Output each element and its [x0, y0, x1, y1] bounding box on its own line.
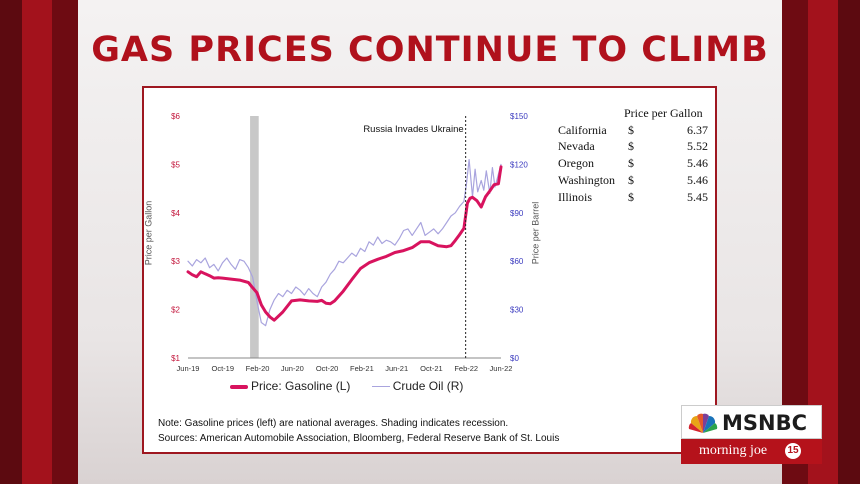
price-value: 5.45: [687, 190, 708, 204]
currency: $: [628, 190, 634, 204]
state-name: Nevada: [558, 139, 595, 153]
currency: $: [628, 123, 634, 137]
logo-brand: MSNBC: [722, 411, 808, 435]
channel-badge: 15: [785, 443, 801, 459]
chart: $1 $2 $3 $4 $5 $6 $0 $30 $60 $90 $120 $150 Jun-19 Oct…: [171, 112, 528, 373]
left-axis-tick: $6: [171, 112, 180, 121]
right-axis-tick: $30: [510, 306, 524, 315]
legend-crude-label: Crude Oil (R): [392, 378, 464, 393]
state-name: Oregon: [558, 156, 594, 170]
left-axis-tick: $5: [171, 160, 180, 169]
state-name: California: [558, 123, 607, 137]
price-value: 5.52: [687, 139, 708, 153]
price-table-header: Price per Gallon: [624, 106, 703, 120]
state-name: Washington: [558, 173, 616, 187]
price-row: Washington $ 5.46: [558, 173, 708, 189]
recession-band: [250, 116, 259, 358]
legend-crude: Crude Oil (R): [371, 378, 464, 393]
right-axis-tick: $90: [510, 209, 524, 218]
price-row: California $ 6.37: [558, 123, 708, 139]
left-axis-title: Price per Gallon: [143, 200, 154, 266]
left-axis-tick: $1: [171, 354, 180, 363]
right-axis-title: Price per Barrel: [530, 201, 541, 265]
price-value: 5.46: [687, 173, 708, 187]
left-axis-tick: $3: [171, 257, 180, 266]
price-row: Illinois $ 5.45: [558, 190, 708, 206]
right-axis-tick: $0: [510, 354, 519, 363]
price-row: Nevada $ 5.52: [558, 139, 708, 155]
right-axis-tick: $60: [510, 257, 524, 266]
x-axis-tick: Feb-22: [454, 364, 478, 373]
currency: $: [628, 173, 634, 187]
chart-notes: Note: Gasoline prices (left) are nationa…: [158, 416, 559, 446]
price-row: Oregon $ 5.46: [558, 156, 708, 172]
invasion-annotation: Russia Invades Ukraine: [363, 124, 463, 135]
price-value: 5.46: [687, 156, 708, 170]
price-value: 6.37: [687, 123, 708, 137]
legend-gasoline-label: Price: Gasoline (L): [251, 378, 351, 393]
currency: $: [628, 156, 634, 170]
headline: GAS PRICES CONTINUE TO CLIMB: [91, 30, 769, 70]
chart-legend: Price: Gasoline (L) Crude Oil (R): [230, 378, 481, 393]
msnbc-morning-joe-logo: MSNBC morning joe 15: [681, 405, 822, 464]
x-axis-tick: Jun-20: [281, 364, 304, 373]
x-axis-tick: Jun-19: [177, 364, 200, 373]
sources-line: Sources: American Automobile Association…: [158, 433, 560, 444]
currency: $: [628, 139, 634, 153]
logo-bottom: morning joe 15: [681, 439, 822, 464]
chart-card: $1 $2 $3 $4 $5 $6 $0 $30 $60 $90 $120 $150 Jun-19 Oct…: [142, 86, 717, 454]
peacock-icon: [688, 413, 718, 433]
right-axis-tick: $150: [510, 112, 528, 121]
x-axis-tick: Oct-19: [212, 364, 235, 373]
show-name: morning joe: [699, 443, 768, 458]
x-axis-tick: Jun-21: [385, 364, 408, 373]
x-axis-tick: Oct-20: [316, 364, 339, 373]
left-axis-tick: $4: [171, 209, 180, 218]
x-axis-tick: Feb-21: [350, 364, 374, 373]
right-axis-tick: $120: [510, 160, 528, 169]
state-name: Illinois: [558, 190, 593, 204]
gasoline-series-line: [186, 165, 503, 322]
note-line: Note: Gasoline prices (left) are nationa…: [158, 418, 509, 429]
x-axis-tick: Oct-21: [420, 364, 443, 373]
gasoline-swatch: [230, 384, 248, 389]
crude-oil-series-line: [187, 159, 502, 327]
x-axis-tick: Feb-20: [246, 364, 270, 373]
crude-swatch: [371, 386, 390, 388]
x-axis-tick: Jun-22: [490, 364, 513, 373]
legend-gasoline: Price: Gasoline (L): [230, 379, 350, 393]
left-axis-tick: $2: [171, 306, 180, 315]
logo-top: MSNBC: [681, 405, 822, 439]
